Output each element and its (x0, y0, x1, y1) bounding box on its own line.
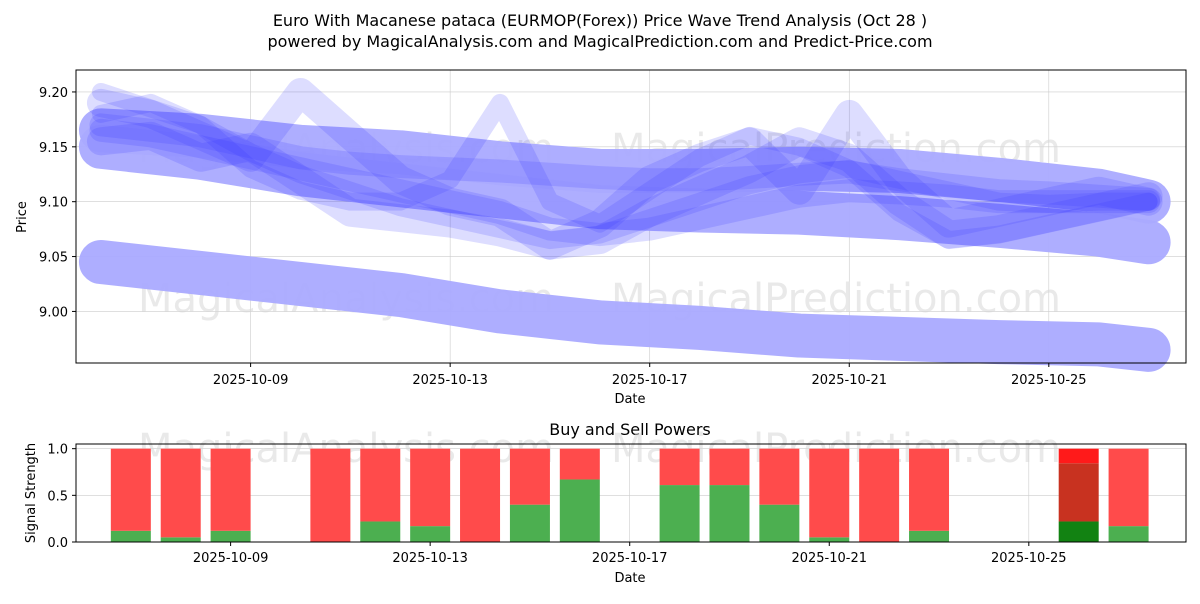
price-chart: MagicalAnalysis.com MagicalPrediction.co… (15, 69, 1187, 407)
price-y-tick-label: 9.00 (39, 305, 68, 320)
price-x-tick-label: 2025-10-25 (1011, 373, 1087, 388)
sell-bar (160, 448, 201, 538)
sell-bar (210, 448, 251, 531)
signal-x-tick-label: 2025-10-25 (991, 551, 1067, 566)
signal-x-tick-label: 2025-10-17 (592, 551, 668, 566)
sell-bar (659, 448, 700, 486)
sell-bar (509, 448, 550, 505)
price-x-tick-label: 2025-10-13 (412, 373, 488, 388)
buy-bar (210, 530, 251, 542)
price-y-axis-label: Price (15, 201, 30, 233)
price-y-tick-label: 9.05 (39, 251, 68, 266)
buy-bar (160, 537, 201, 542)
signal-chart-title: Buy and Sell Powers (549, 420, 711, 439)
price-wave-5 (89, 118, 1161, 247)
sell-bar (859, 448, 900, 542)
buy-bar (1058, 521, 1099, 542)
price-wave-6 (86, 121, 1163, 260)
signal-plot-area (76, 444, 1186, 542)
sell-bar (709, 448, 750, 486)
buy-bar (360, 521, 401, 542)
sell-bar (360, 448, 401, 522)
buy-bar (110, 530, 151, 542)
sell-bar (809, 448, 850, 538)
signal-bars (110, 448, 1149, 542)
sell-bar-peak (1058, 448, 1099, 464)
price-wave-2 (89, 113, 1161, 211)
signal-y-axis-label: Signal Strength (24, 443, 39, 543)
price-ticks: 2025-10-09 2025-10-13 2025-10-17 2025-10-21… (39, 86, 1087, 388)
price-band-3 (78, 240, 1171, 372)
sell-bar (110, 448, 151, 531)
price-band-1 (78, 108, 1171, 224)
signal-chart: Buy and Sell Powers MagicalAnalysis.com … (24, 420, 1187, 586)
signal-plot-frame (75, 443, 1187, 543)
chart-title-line2: powered by MagicalAnalysis.com and Magic… (267, 32, 932, 51)
price-y-tick-label: 9.15 (39, 141, 68, 156)
price-x-axis-label: Date (614, 392, 645, 407)
signal-y-tick-label: 0.5 (47, 489, 68, 504)
price-bands (78, 108, 1171, 372)
price-x-tick-label: 2025-10-17 (612, 373, 688, 388)
sell-bar (909, 448, 950, 531)
price-wave-1 (91, 82, 1158, 250)
buy-bar (559, 479, 600, 542)
signal-x-tick-label: 2025-10-21 (791, 551, 867, 566)
signal-ticks: 2025-10-09 2025-10-13 2025-10-17 2025-10-21… (47, 443, 1066, 566)
buy-bar (809, 537, 850, 542)
sell-bar (559, 448, 600, 480)
price-plot-frame (75, 69, 1187, 364)
price-x-tick-label: 2025-10-09 (213, 373, 289, 388)
buy-bar (1108, 526, 1149, 542)
buy-bar (909, 530, 950, 542)
price-y-tick-label: 9.20 (39, 86, 68, 101)
price-y-tick-label: 9.10 (39, 196, 68, 211)
buy-bar (659, 485, 700, 542)
buy-bar (509, 504, 550, 542)
sell-bar (460, 448, 501, 542)
buy-bar (410, 526, 451, 542)
price-waves (86, 77, 1163, 260)
price-wave-3 (86, 77, 1163, 260)
chart-title-line1: Euro With Macanese pataca (EURMOP(Forex)… (273, 11, 927, 30)
price-band-2 (78, 124, 1171, 265)
buy-bar (759, 504, 800, 542)
sell-bar (1058, 463, 1099, 522)
signal-y-tick-label: 1.0 (47, 443, 68, 458)
signal-x-tick-label: 2025-10-09 (193, 551, 269, 566)
price-wave-4 (91, 93, 1158, 250)
signal-y-tick-label: 0.0 (47, 536, 68, 551)
sell-bar (1108, 448, 1149, 527)
price-x-tick-label: 2025-10-21 (811, 373, 887, 388)
sell-bar (310, 448, 351, 542)
sell-bar (410, 448, 451, 527)
signal-x-tick-label: 2025-10-13 (392, 551, 468, 566)
signal-x-axis-label: Date (614, 571, 645, 586)
sell-bar (759, 448, 800, 505)
buy-bar (709, 485, 750, 542)
